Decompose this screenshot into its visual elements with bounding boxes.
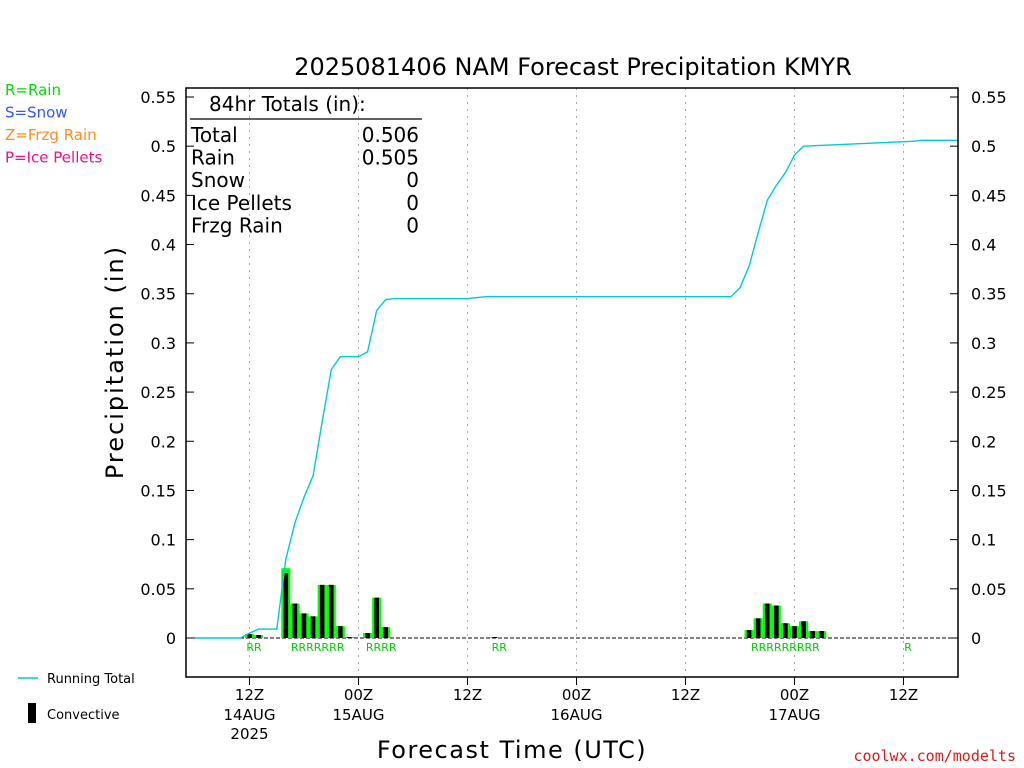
y-axis-ticks: 0 00.05 0.050.1 0.10.15 0.150.2 0.20.25 0.250.… — [140, 88, 1006, 648]
precip-bar-convective — [338, 626, 343, 638]
totals-box: 84hr Totals (in): Total 0.506 Rain 0.505 Sno… — [190, 92, 422, 237]
y-tick-label-right: 0.1 — [971, 531, 996, 550]
x-tick-date: 15AUG — [333, 706, 385, 724]
totals-rows: Total 0.506 Rain 0.505 Snow 0 Ice Pellets 0 Frzg… — [190, 123, 419, 237]
chart-title: 2025081406 NAM Forecast Precipitation KM… — [294, 53, 852, 81]
x-tick-label: 12Z — [453, 686, 482, 704]
precip-bar-convective — [492, 637, 498, 638]
precip-type-label: RRRR — [366, 641, 397, 654]
type-legend-item: P=Ice Pellets — [5, 149, 102, 167]
x-tick-date: 14AUG — [224, 706, 276, 724]
precip-type-label: RR — [246, 641, 262, 654]
precip-bar-convective — [755, 618, 761, 638]
precip-type-label: RR — [492, 641, 508, 654]
precip-bar-convective — [256, 635, 261, 638]
precip-bar-convective — [292, 603, 298, 638]
precip-type-label: RRRRRRR — [291, 641, 345, 654]
y-tick-label-right: 0.55 — [971, 88, 1007, 107]
precip-bar-convective — [774, 605, 779, 638]
totals-row-label: Snow — [191, 168, 245, 192]
y-tick-label-right: 0.45 — [971, 186, 1007, 205]
type-legend-item: S=Snow — [5, 104, 68, 122]
precip-bar-convective — [383, 627, 389, 638]
series-legend: Running Total Convective — [18, 672, 135, 723]
running-total-legend-label: Running Total — [47, 672, 135, 687]
y-tick-label-left: 0.1 — [151, 531, 176, 550]
totals-row-value: 0.506 — [362, 123, 419, 147]
y-tick-label-right: 0.25 — [971, 383, 1007, 402]
y-tick-label-right: 0.5 — [971, 137, 996, 156]
x-tick-label: 12Z — [889, 686, 918, 704]
totals-row-value: 0 — [406, 213, 419, 237]
precip-bar-convective — [746, 630, 752, 638]
y-tick-label-right: 0.15 — [971, 481, 1007, 500]
precip-bar-convective — [792, 626, 797, 638]
precip-bar-convective — [310, 616, 316, 638]
x-tick-label: 00Z — [562, 686, 591, 704]
precip-type-labels: RR RRRRRRR RRRR RR RRRRRRRRR R — [246, 641, 912, 654]
vertical-grid — [249, 88, 904, 677]
precip-bar-convective — [319, 584, 325, 638]
credit-text: coolwx.com/modelts — [853, 747, 1016, 765]
totals-row-value: 0.505 — [362, 146, 419, 170]
running-total-line — [195, 139, 958, 639]
y-tick-label-right: 0.3 — [971, 334, 996, 353]
y-axis-label: Precipitation (in) — [101, 245, 129, 479]
x-tick-label: 00Z — [780, 686, 809, 704]
x-tick-year: 2025 — [230, 725, 268, 743]
x-tick-date: 17AUG — [769, 706, 821, 724]
totals-row-label: Total — [190, 123, 238, 147]
y-tick-label-left: 0.4 — [151, 236, 176, 255]
totals-row-value: 0 — [406, 191, 419, 215]
totals-header: 84hr Totals (in): — [209, 92, 366, 116]
precip-bar-convective — [810, 631, 815, 638]
y-tick-label-left: 0.2 — [151, 432, 176, 451]
precip-bar-convective — [819, 631, 825, 638]
precip-bar-convective — [347, 637, 352, 638]
precip-bar-convective — [328, 584, 334, 638]
convective-swatch — [28, 703, 36, 723]
y-tick-label-right: 0 — [971, 629, 981, 648]
x-tick-date: 16AUG — [551, 706, 603, 724]
y-tick-label-left: 0.5 — [151, 137, 176, 156]
precip-type-label: R — [904, 641, 912, 654]
precip-bar-convective — [801, 621, 806, 638]
y-tick-label-right: 0.2 — [971, 432, 996, 451]
y-tick-label-left: 0.15 — [140, 481, 176, 500]
convective-legend-label: Convective — [47, 708, 120, 723]
x-tick-label: 12Z — [235, 686, 264, 704]
y-tick-label-left: 0.45 — [140, 186, 176, 205]
precip-bar-convective — [301, 613, 307, 638]
precip-bar-convective — [764, 603, 770, 638]
y-tick-label-right: 0.35 — [971, 285, 1007, 304]
plot-frame — [185, 87, 959, 678]
totals-row-value: 0 — [406, 168, 419, 192]
precip-type-label: RRRRRRRRR — [751, 641, 820, 654]
y-tick-label-right: 0.4 — [971, 236, 996, 255]
y-tick-label-left: 0.3 — [151, 334, 176, 353]
type-legend-item: R=Rain — [5, 81, 61, 99]
totals-row-label: Rain — [191, 146, 235, 170]
precip-bar-convective — [247, 634, 252, 638]
precip-bar-convective — [374, 597, 379, 638]
totals-row-label: Ice Pellets — [191, 191, 292, 215]
y-tick-label-left: 0 — [166, 629, 176, 648]
totals-row-label: Frzg Rain — [191, 213, 283, 237]
y-tick-label-right: 0.05 — [971, 580, 1007, 599]
precip-bar-convective — [783, 623, 788, 638]
x-tick-label: 00Z — [344, 686, 373, 704]
x-axis-label: Forecast Time (UTC) — [377, 736, 647, 764]
y-tick-label-left: 0.25 — [140, 383, 176, 402]
precip-bar-convective — [365, 633, 370, 638]
y-tick-label-left: 0.05 — [140, 580, 176, 599]
y-tick-label-left: 0.35 — [140, 285, 176, 304]
precip-type-legend: R=Rain S=Snow Z=Frzg Rain P=Ice Pellets — [5, 81, 102, 167]
precip-bar-convective — [283, 573, 289, 638]
x-tick-label: 12Z — [671, 686, 700, 704]
hourly-bars — [244, 568, 827, 638]
type-legend-item: Z=Frzg Rain — [5, 126, 97, 144]
y-tick-label-left: 0.55 — [140, 88, 176, 107]
